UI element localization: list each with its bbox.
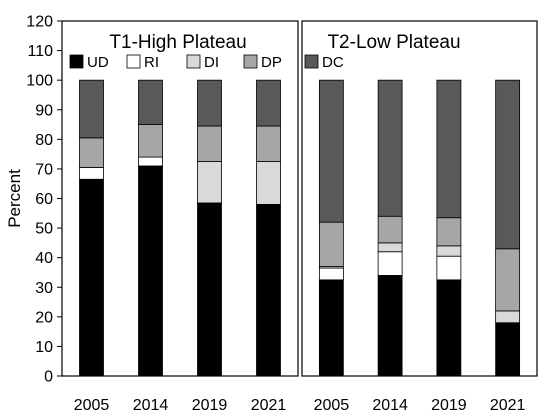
legend-swatch-ri (126, 54, 141, 69)
panel-title-1: T1-High Plateau (109, 32, 246, 53)
legend-swatch-di (186, 54, 201, 69)
y-tick-label: 90 (35, 102, 53, 119)
y-tick-label: 40 (35, 250, 53, 267)
y-tick-label: 50 (35, 221, 53, 238)
bar-segment-dc-2005 (79, 79, 104, 139)
bar-segment-dp-2019 (197, 125, 222, 162)
bar-segment-dc-2014 (377, 79, 403, 217)
y-tick-label: 20 (35, 309, 53, 326)
bar-segment-ud-2021 (256, 204, 281, 377)
y-tick-label: 0 (44, 369, 53, 386)
y-tick-label: 100 (26, 73, 53, 90)
bar-segment-ud-2005 (318, 279, 344, 377)
bar-segment-ud-2021 (495, 322, 521, 377)
x-tick-label: 2021 (490, 397, 526, 414)
bar-segment-dp-2014 (377, 215, 403, 244)
y-tick-label: 120 (26, 14, 53, 31)
x-tick-label: 2021 (251, 397, 287, 414)
bar-segment-ud-2014 (138, 165, 163, 377)
bar-segment-di-2019 (197, 161, 222, 204)
bar-segment-di-2021 (256, 161, 281, 205)
y-tick-label: 110 (27, 43, 53, 60)
y-tick-label: 30 (35, 280, 53, 297)
y-tick-label: 10 (35, 339, 53, 356)
legend-label-dc: DC (322, 54, 344, 71)
bar-segment-ri-2019 (436, 255, 462, 281)
x-tick-label: 2019 (431, 397, 467, 414)
bar-segment-di-2014 (377, 242, 403, 253)
bar-segment-di-2019 (436, 245, 462, 257)
bar-segment-dp-2021 (495, 248, 521, 312)
bar-segment-dp-2005 (318, 221, 344, 267)
x-tick-label: 2014 (133, 397, 169, 414)
legend-label-dp: DP (261, 54, 282, 71)
y-tick-label: 60 (35, 191, 53, 208)
bar-segment-dc-2021 (495, 79, 521, 250)
bar-segment-dc-2005 (318, 79, 344, 223)
panel-title-2: T2-Low Plateau (327, 32, 460, 53)
x-tick-label: 2019 (192, 397, 228, 414)
bar-segment-dp-2019 (436, 217, 462, 247)
y-axis-label: Percent (5, 169, 24, 228)
bar-segment-ri-2014 (138, 156, 163, 167)
bar-segment-ri-2005 (79, 167, 104, 180)
legend-swatch-dc (304, 54, 319, 69)
axes-layer (57, 20, 538, 377)
bar-segment-dc-2021 (256, 79, 281, 127)
bars-layer (79, 79, 521, 377)
bar-segment-dp-2014 (138, 124, 163, 158)
bar-segment-ri-2005 (318, 267, 344, 281)
x-tick-label: 2014 (372, 397, 408, 414)
bar-segment-dc-2014 (138, 79, 163, 125)
bar-segment-dp-2021 (256, 125, 281, 162)
bar-segment-ud-2014 (377, 275, 403, 377)
legend-swatch-dp (243, 54, 258, 69)
bar-segment-dp-2005 (79, 137, 104, 168)
y-tick-label: 70 (35, 161, 53, 178)
x-tick-label: 2005 (74, 397, 110, 414)
bar-segment-ud-2019 (197, 202, 222, 377)
bar-segment-dc-2019 (197, 79, 222, 127)
panel-frame-2 (301, 20, 538, 377)
legend-label-ud: UD (87, 54, 109, 71)
bar-segment-ud-2019 (436, 279, 462, 377)
bar-segment-di-2021 (495, 310, 521, 324)
text-layer: 0 10 20 30 40 50 60 70 80 90 100 110 120 Percent 2005 2… (5, 14, 526, 415)
legend-swatch-ud (69, 54, 84, 69)
bar-segment-dc-2019 (436, 79, 462, 219)
x-tick-label: 2005 (314, 397, 350, 414)
y-tick-label: 80 (35, 132, 53, 149)
bar-segment-ri-2014 (377, 251, 403, 276)
legend-label-di: DI (204, 54, 219, 71)
bar-segment-ud-2005 (79, 178, 104, 377)
legend-label-ri: RI (144, 54, 159, 71)
